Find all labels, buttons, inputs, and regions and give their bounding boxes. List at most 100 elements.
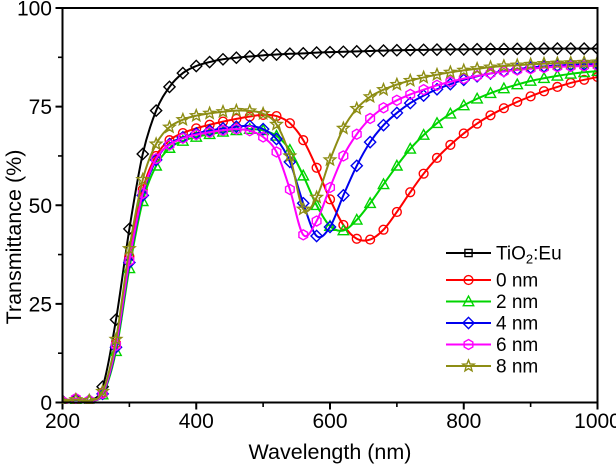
- series-marker: [403, 96, 417, 110]
- series-marker: [390, 43, 404, 57]
- series-marker: [255, 105, 271, 121]
- series-marker: [457, 98, 471, 111]
- series-marker: [338, 150, 349, 162]
- series-marker: [469, 60, 485, 76]
- series-marker: [296, 168, 310, 181]
- series-marker: [457, 42, 471, 57]
- series-marker: [202, 105, 218, 120]
- series-marker: [523, 56, 539, 71]
- series-marker: [550, 68, 564, 81]
- series-marker: [310, 229, 324, 243]
- series-marker: [525, 91, 536, 102]
- series-marker: [242, 103, 258, 118]
- series-marker: [524, 74, 538, 86]
- series-marker: [497, 81, 511, 94]
- series-marker: [310, 198, 324, 211]
- series-marker: [458, 128, 469, 139]
- y-axis-tick-label: 0: [40, 392, 52, 415]
- plot-frame: [61, 7, 599, 404]
- series-marker: [430, 43, 444, 57]
- series-marker: [484, 86, 497, 99]
- series-marker: [70, 392, 81, 404]
- series-marker: [164, 139, 175, 151]
- x-axis-tick-label: 1000: [574, 410, 616, 433]
- series-marker: [443, 106, 457, 119]
- series-marker: [405, 88, 416, 101]
- series-marker: [577, 42, 591, 56]
- series-marker: [362, 88, 378, 104]
- series-marker: [431, 152, 443, 164]
- series-marker: [310, 45, 324, 60]
- legend-entry-8-nm: 8 nm: [446, 357, 538, 378]
- series-marker: [336, 188, 350, 202]
- series-marker: [431, 79, 443, 92]
- series-marker: [564, 67, 578, 79]
- series-marker: [417, 43, 431, 57]
- series-marker: [311, 215, 322, 227]
- series-marker: [216, 52, 230, 66]
- series-marker: [510, 77, 524, 90]
- x-axis-tick-label: 200: [45, 410, 80, 433]
- series-marker: [429, 66, 445, 82]
- series-marker: [512, 96, 523, 107]
- x-axis-tick-label: 600: [312, 410, 347, 433]
- series-marker: [376, 44, 391, 58]
- series-marker: [217, 124, 229, 137]
- series-marker: [204, 126, 215, 139]
- series-marker: [243, 49, 257, 64]
- series-marker: [61, 393, 71, 404]
- series-marker: [269, 132, 284, 146]
- series-marker: [378, 224, 389, 235]
- series-marker: [229, 120, 243, 134]
- series-marker: [576, 54, 592, 69]
- series-marker: [416, 69, 432, 84]
- series-marker: [472, 118, 483, 129]
- series-marker: [391, 94, 402, 107]
- series-marker: [524, 42, 538, 56]
- series-marker: [269, 47, 284, 62]
- series-marker: [496, 58, 512, 73]
- series-marker: [151, 152, 162, 165]
- series-marker: [124, 254, 135, 267]
- series-marker: [95, 383, 111, 398]
- legend-entry-6-nm: 6 nm: [446, 335, 538, 356]
- legend-marker-sample: [463, 338, 474, 351]
- series-marker: [403, 43, 417, 57]
- legend-marker-sample: [460, 358, 477, 373]
- legend-label: 6 nm: [496, 335, 538, 356]
- series-marker: [228, 102, 244, 117]
- series-marker: [284, 183, 295, 196]
- x-axis-tick-label: 400: [179, 410, 214, 433]
- series-marker: [349, 100, 365, 116]
- series-marker: [110, 339, 122, 352]
- legend-entry-4-nm: 4 nm: [446, 314, 538, 335]
- series-marker: [510, 42, 524, 56]
- series-marker: [309, 189, 325, 204]
- legend-marker-sample: [462, 294, 475, 307]
- series-marker: [271, 110, 282, 122]
- series-marker: [351, 128, 362, 141]
- series-marker: [298, 135, 309, 146]
- series-marker: [363, 196, 377, 209]
- series-marker: [338, 219, 349, 231]
- legend-label: TiO2:Eu: [496, 244, 562, 267]
- series-marker: [295, 201, 311, 216]
- series-marker: [336, 45, 350, 59]
- series-marker: [256, 48, 270, 62]
- series-marker: [536, 55, 552, 71]
- series-marker: [525, 62, 536, 75]
- series-marker: [324, 181, 336, 194]
- series-marker: [136, 147, 150, 161]
- series-marker: [485, 110, 496, 121]
- series-marker: [549, 55, 565, 70]
- series-marker: [482, 59, 499, 74]
- series-marker: [323, 220, 337, 234]
- series-marker: [375, 81, 392, 97]
- series-marker: [323, 219, 337, 232]
- series-marker: [350, 44, 364, 58]
- legend-entry-2-nm: 2 nm: [446, 292, 538, 313]
- x-axis-title: Wavelength (nm): [249, 440, 412, 464]
- legend: TiO2:Eu 0 nm2 nm4 nm6 nm8 nm: [446, 244, 562, 378]
- series-marker: [445, 139, 456, 150]
- legend-marker-sample: [464, 248, 473, 258]
